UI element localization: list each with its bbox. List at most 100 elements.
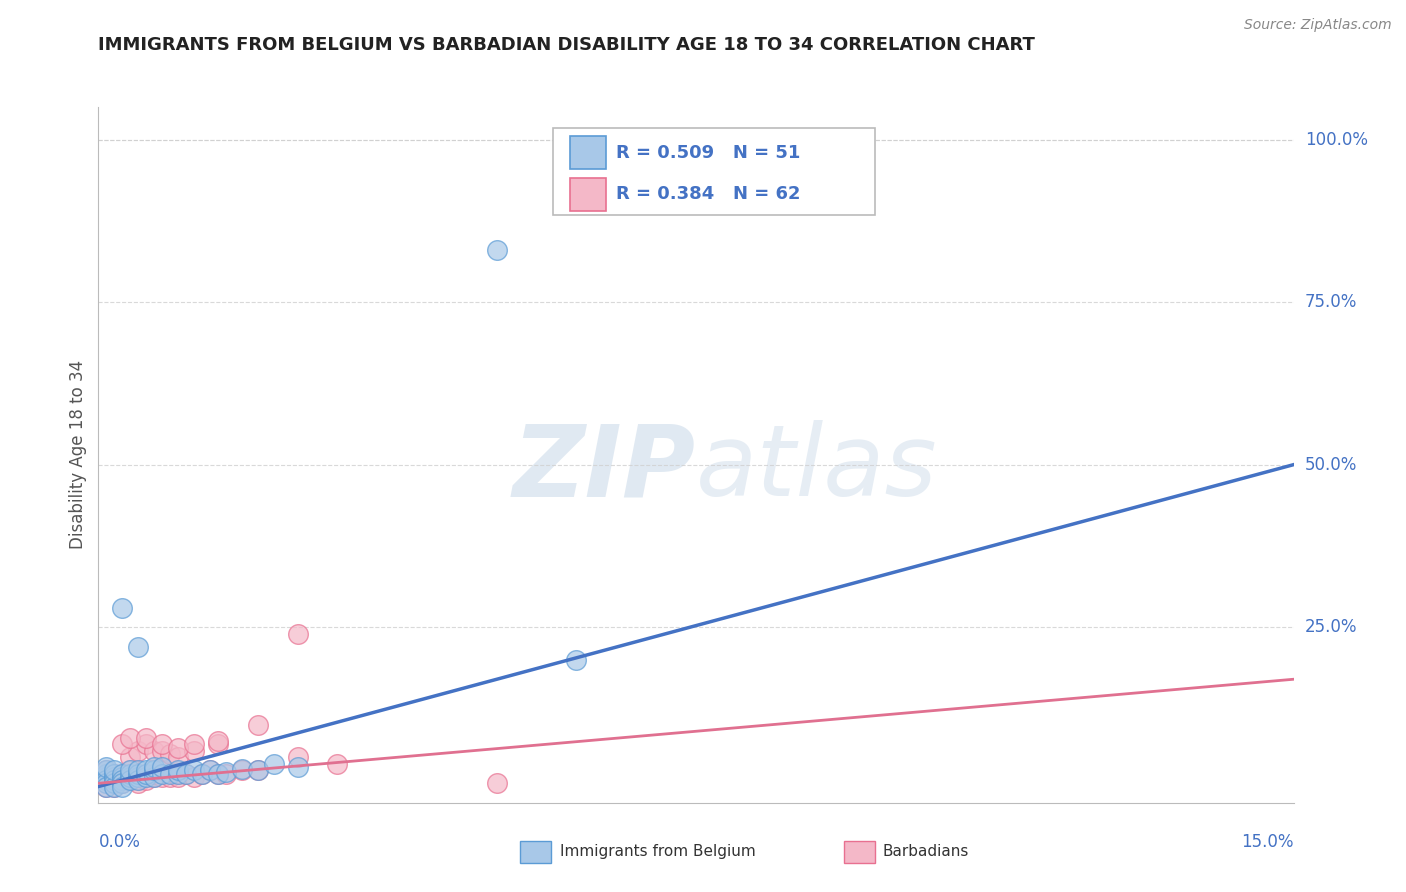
Point xyxy=(150,766,173,780)
Point xyxy=(103,776,125,790)
Point xyxy=(174,766,197,780)
Point xyxy=(198,764,221,778)
Point xyxy=(111,600,134,615)
Point xyxy=(135,772,157,787)
Point xyxy=(111,780,134,794)
Point xyxy=(150,744,173,758)
Point xyxy=(565,653,588,667)
Point xyxy=(127,772,149,787)
Point xyxy=(103,780,125,794)
Point xyxy=(111,772,134,787)
Point xyxy=(127,772,149,787)
Point xyxy=(127,770,149,784)
Text: Immigrants from Belgium: Immigrants from Belgium xyxy=(560,845,755,859)
Point xyxy=(96,776,118,790)
Point xyxy=(96,770,118,784)
Point xyxy=(96,780,118,794)
Y-axis label: Disability Age 18 to 34: Disability Age 18 to 34 xyxy=(69,360,87,549)
Point xyxy=(159,770,181,784)
Point xyxy=(96,766,118,780)
Point xyxy=(103,776,125,790)
Point xyxy=(127,766,149,780)
Point xyxy=(135,764,157,778)
Point xyxy=(127,776,149,790)
Point xyxy=(143,744,166,758)
Point xyxy=(96,760,118,774)
Text: Barbadians: Barbadians xyxy=(883,845,969,859)
Point xyxy=(485,776,508,790)
Point xyxy=(191,766,214,780)
Point xyxy=(96,780,118,794)
Point xyxy=(167,750,190,764)
Point xyxy=(150,764,173,778)
Point xyxy=(111,770,134,784)
Text: 75.0%: 75.0% xyxy=(1305,293,1357,311)
Point xyxy=(96,764,118,778)
Text: atlas: atlas xyxy=(696,420,938,517)
Point xyxy=(111,770,134,784)
Point xyxy=(143,766,166,780)
Text: 50.0%: 50.0% xyxy=(1305,456,1357,474)
Point xyxy=(287,760,309,774)
Point xyxy=(111,766,134,780)
Point xyxy=(207,766,229,780)
Point xyxy=(143,770,166,784)
Point xyxy=(120,772,142,787)
Point xyxy=(246,718,269,732)
Point xyxy=(120,770,142,784)
Point xyxy=(135,731,157,745)
Point xyxy=(96,766,118,780)
Point xyxy=(120,764,142,778)
Point xyxy=(127,744,149,758)
Point xyxy=(231,764,253,778)
Point xyxy=(127,770,149,784)
Point xyxy=(111,772,134,787)
Point xyxy=(183,744,205,758)
Point xyxy=(127,640,149,654)
Point xyxy=(143,764,166,778)
Point xyxy=(231,762,253,776)
Point xyxy=(120,770,142,784)
Point xyxy=(103,780,125,794)
Point xyxy=(127,764,149,778)
Point xyxy=(207,737,229,751)
Point xyxy=(167,770,190,784)
Point xyxy=(135,770,157,784)
Point xyxy=(159,766,181,780)
Point xyxy=(103,764,125,778)
Point xyxy=(135,737,157,751)
Point xyxy=(103,766,125,780)
Point xyxy=(150,770,173,784)
Bar xyxy=(520,841,551,863)
Point xyxy=(120,750,142,764)
Point xyxy=(167,764,190,778)
Point xyxy=(103,766,125,780)
Text: R = 0.509   N = 51: R = 0.509 N = 51 xyxy=(616,144,800,161)
Point xyxy=(135,770,157,784)
Point xyxy=(96,772,118,787)
Point xyxy=(150,737,173,751)
Point xyxy=(174,766,197,780)
Point xyxy=(103,770,125,784)
Point xyxy=(159,747,181,761)
Point xyxy=(111,737,134,751)
Point xyxy=(326,756,349,771)
Bar xyxy=(571,136,606,169)
Point xyxy=(207,766,229,780)
Text: 0.0%: 0.0% xyxy=(98,833,141,851)
Text: 15.0%: 15.0% xyxy=(1241,833,1294,851)
Point xyxy=(127,766,149,780)
FancyBboxPatch shape xyxy=(553,128,875,215)
Point xyxy=(120,766,142,780)
Point xyxy=(183,737,205,751)
Point xyxy=(167,766,190,780)
Point xyxy=(120,766,142,780)
Point xyxy=(96,772,118,787)
Point xyxy=(103,770,125,784)
Point xyxy=(287,750,309,764)
Point xyxy=(111,766,134,780)
Point xyxy=(96,764,118,778)
Text: Source: ZipAtlas.com: Source: ZipAtlas.com xyxy=(1244,18,1392,32)
Point xyxy=(143,760,166,774)
Point xyxy=(103,772,125,787)
